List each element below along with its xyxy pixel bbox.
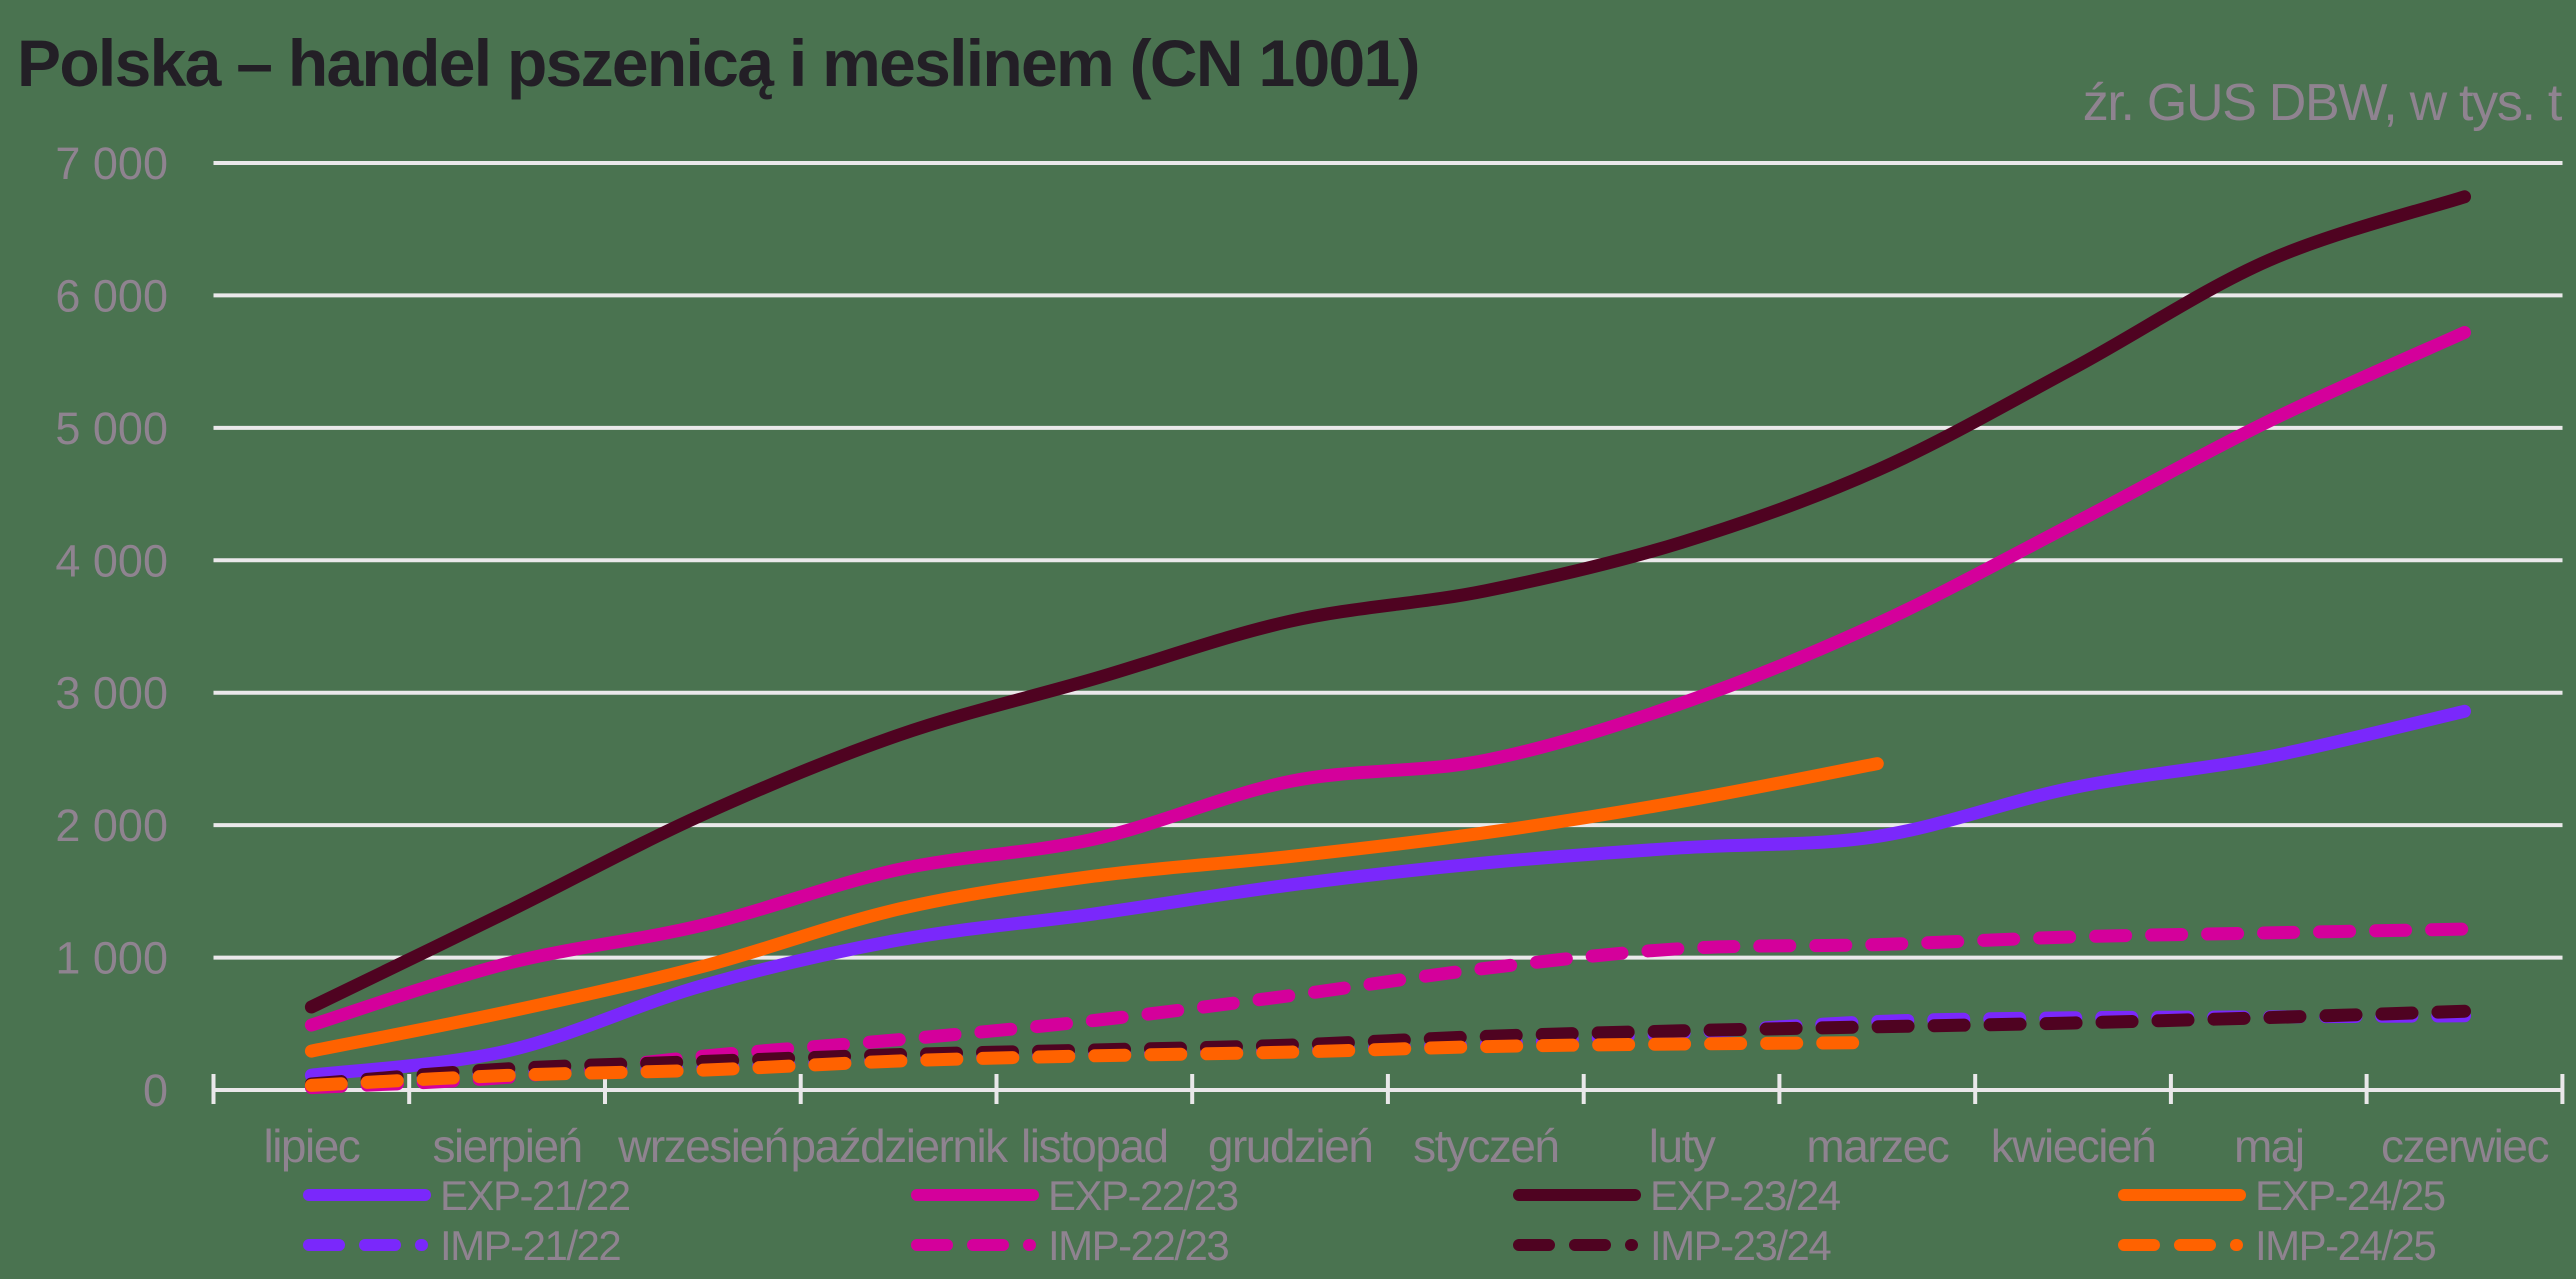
svg-text:IMP-22/23: IMP-22/23 [1048, 1222, 1228, 1269]
svg-text:styczeń: styczeń [1413, 1120, 1558, 1172]
svg-text:EXP-21/22: EXP-21/22 [440, 1172, 630, 1219]
svg-text:czerwiec: czerwiec [2381, 1120, 2548, 1172]
svg-text:wrzesień: wrzesień [617, 1120, 788, 1172]
svg-text:luty: luty [1649, 1120, 1716, 1172]
svg-text:6 000: 6 000 [55, 270, 168, 321]
svg-text:EXP-23/24: EXP-23/24 [1650, 1172, 1841, 1219]
svg-text:1 000: 1 000 [55, 933, 168, 984]
svg-text:źr. GUS DBW, w tys. t: źr. GUS DBW, w tys. t [2083, 74, 2563, 132]
svg-text:marzec: marzec [1806, 1120, 1948, 1172]
svg-text:5 000: 5 000 [55, 403, 168, 454]
svg-text:IMP-23/24: IMP-23/24 [1650, 1222, 1831, 1269]
svg-text:kwiecień: kwiecień [1991, 1120, 2155, 1172]
svg-text:4 000: 4 000 [55, 535, 168, 586]
svg-text:Polska – handel pszenicą i mes: Polska – handel pszenicą i meslinem (CN … [17, 26, 1419, 100]
svg-text:2 000: 2 000 [55, 800, 168, 851]
svg-text:EXP-24/25: EXP-24/25 [2255, 1172, 2445, 1219]
svg-text:grudzień: grudzień [1208, 1120, 1372, 1172]
svg-text:sierpień: sierpień [433, 1120, 582, 1172]
svg-text:7 000: 7 000 [55, 138, 168, 189]
svg-text:IMP-21/22: IMP-21/22 [440, 1222, 620, 1269]
svg-text:listopad: listopad [1021, 1120, 1168, 1172]
svg-text:3 000: 3 000 [55, 668, 168, 719]
svg-text:maj: maj [2234, 1120, 2304, 1172]
svg-text:0: 0 [143, 1065, 168, 1116]
svg-text:październik: październik [791, 1120, 1010, 1172]
svg-text:IMP-24/25: IMP-24/25 [2255, 1222, 2435, 1269]
svg-text:EXP-22/23: EXP-22/23 [1048, 1172, 1238, 1219]
svg-text:lipiec: lipiec [263, 1120, 359, 1172]
